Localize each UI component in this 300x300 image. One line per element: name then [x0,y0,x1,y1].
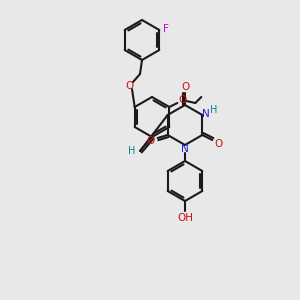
Text: O: O [214,139,222,149]
Text: O: O [181,82,189,92]
Text: H: H [128,146,136,156]
Text: O: O [147,136,155,146]
Text: N: N [202,109,210,119]
Text: H: H [210,105,217,115]
Text: N: N [181,144,189,154]
Text: F: F [164,24,169,34]
Text: O: O [178,95,186,105]
Text: O: O [126,81,134,91]
Text: OH: OH [177,213,193,223]
